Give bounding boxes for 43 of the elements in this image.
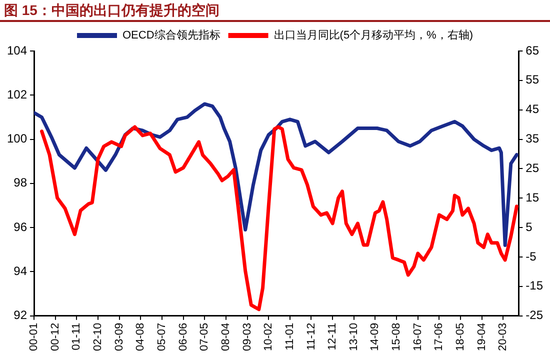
x-tick-label: 08-04	[220, 322, 232, 352]
x-tick-label: 06-06	[177, 322, 190, 352]
x-tick-label: 12-11	[326, 322, 339, 350]
x-tick-label: 19-04	[476, 322, 488, 352]
legend-label: 出口当月同比(5个月移动平均，%，右轴)	[274, 28, 474, 42]
x-tick-label: 15-08	[390, 322, 403, 352]
y2-tick-label: -5	[526, 249, 537, 264]
x-tick-label: 09-03	[241, 322, 254, 352]
y2-tick-label: 15	[526, 190, 540, 204]
x-tick-label: 00-01	[28, 322, 40, 352]
y2-tick-label: 5	[526, 220, 533, 234]
x-tick-label: 05-07	[156, 322, 168, 352]
y2-tick-label: 45	[526, 102, 540, 116]
y-tick-label: 92	[14, 308, 28, 322]
x-tick-label: 07-05	[198, 322, 211, 352]
chart-title: 图 15：中国的出口仍有提升的空间	[0, 0, 550, 22]
y2-tick-label: 25	[526, 161, 540, 176]
y-tick-label: 104	[6, 43, 28, 58]
x-tick-label: 01-11	[70, 322, 83, 350]
x-tick-label: 11-12	[305, 322, 318, 350]
x-tick-label: 20-03	[497, 322, 510, 352]
x-tick-label: 16-07	[412, 322, 424, 352]
legend-label: OECD综合领先指标	[122, 28, 220, 42]
y2-tick-label: 35	[526, 132, 540, 146]
x-tick-label: 00-12	[49, 322, 62, 352]
x-tick-label: 13-10	[348, 322, 360, 352]
x-tick-label: 04-08	[134, 322, 147, 352]
x-tick-label: 18-05	[454, 322, 467, 352]
x-tick-label: 03-09	[113, 322, 126, 352]
y2-tick-label: 55	[526, 72, 540, 87]
y-tick-label: 96	[14, 220, 28, 234]
x-tick-label: 14-09	[369, 322, 382, 352]
x-tick-label: 10-02	[262, 322, 275, 352]
y-tick-label: 98	[14, 176, 28, 190]
x-tick-label: 11-01	[284, 322, 296, 350]
y-tick-label: 100	[6, 132, 28, 146]
y-tick-label: 94	[14, 264, 28, 278]
y-tick-label: 102	[6, 87, 28, 102]
x-tick-label: 02-10	[92, 322, 104, 352]
y2-tick-label: 65	[526, 43, 540, 58]
x-tick-label: 17-06	[433, 322, 446, 352]
y2-tick-label: -15	[526, 278, 544, 293]
y2-tick-label: -25	[526, 308, 544, 322]
